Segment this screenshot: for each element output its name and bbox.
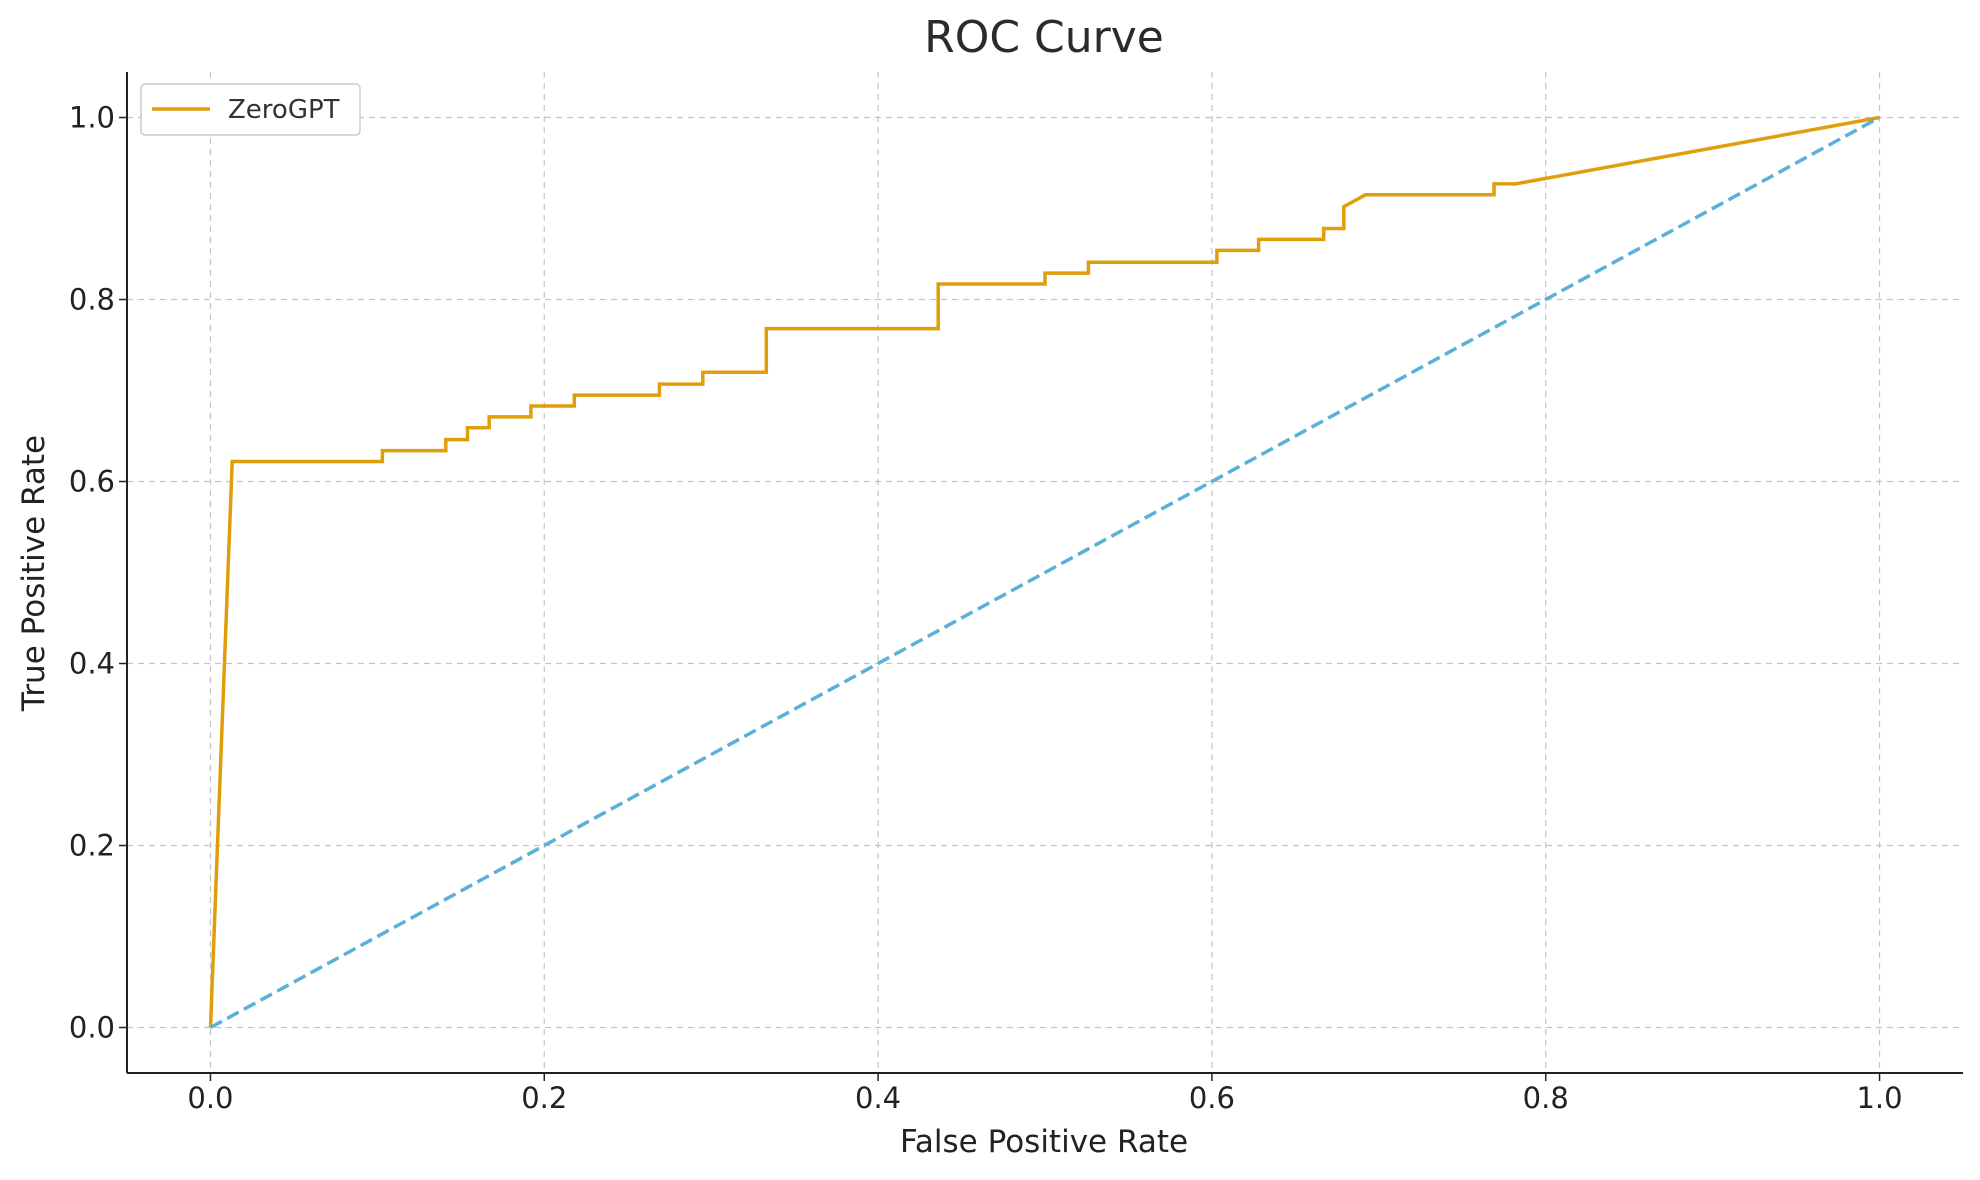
x-tick-label-3: 0.6 xyxy=(1189,1081,1235,1115)
series-line-zerogpt xyxy=(208,115,1880,1028)
legend-label-zerogpt: ZeroGPT xyxy=(228,95,340,125)
x-tick-label-5: 1.0 xyxy=(1856,1081,1902,1115)
x-tick-label-1: 0.2 xyxy=(521,1081,567,1115)
y-tick-label-3: 0.6 xyxy=(69,465,115,499)
legend: ZeroGPT xyxy=(140,83,361,136)
axes xyxy=(119,72,1963,1081)
x-axis-title: False Positive Rate xyxy=(900,1124,1188,1160)
series-line-diagonal xyxy=(209,115,1881,1030)
y-tick-label-0: 0.0 xyxy=(69,1011,115,1045)
y-tick-label-5: 1.0 xyxy=(69,101,115,135)
legend-box xyxy=(140,83,361,136)
x-tick-label-2: 0.4 xyxy=(855,1081,901,1115)
y-tick-label-2: 0.4 xyxy=(69,647,115,681)
series-layer xyxy=(208,115,1881,1030)
y-tick-label-4: 0.8 xyxy=(69,283,115,317)
y-tick-label-1: 0.2 xyxy=(69,829,115,863)
x-tick-label-0: 0.0 xyxy=(187,1081,233,1115)
chart-title: ROC Curve xyxy=(924,12,1164,63)
grid xyxy=(127,72,1963,1073)
tick-labels: 0.0 0.2 0.4 0.6 0.8 1.0 0.0 0.2 0.4 0.6 0.8 1.0 xyxy=(69,101,1903,1116)
x-tick-label-4: 0.8 xyxy=(1523,1081,1569,1115)
y-axis-title: True Positive Rate xyxy=(16,435,52,712)
